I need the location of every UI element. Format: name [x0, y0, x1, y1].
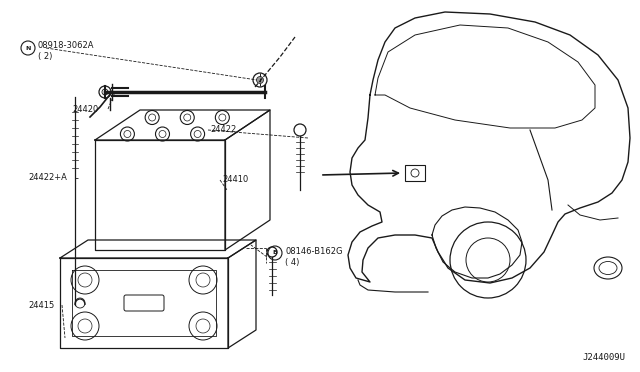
Text: 08146-B162G: 08146-B162G: [285, 247, 342, 256]
Text: 24420: 24420: [72, 105, 99, 113]
Text: ( 4): ( 4): [285, 257, 300, 266]
Text: 24422+A: 24422+A: [28, 173, 67, 183]
Text: 24422: 24422: [210, 125, 236, 135]
Text: 08918-3062A: 08918-3062A: [38, 42, 95, 51]
Text: ( 2): ( 2): [38, 52, 52, 61]
Bar: [405, 165, 425, 181]
Text: 24415: 24415: [28, 301, 54, 310]
Text: 24410: 24410: [222, 176, 248, 185]
Text: B: B: [273, 250, 277, 256]
Circle shape: [257, 77, 264, 83]
Text: N: N: [26, 45, 31, 51]
Text: J244009U: J244009U: [582, 353, 625, 362]
